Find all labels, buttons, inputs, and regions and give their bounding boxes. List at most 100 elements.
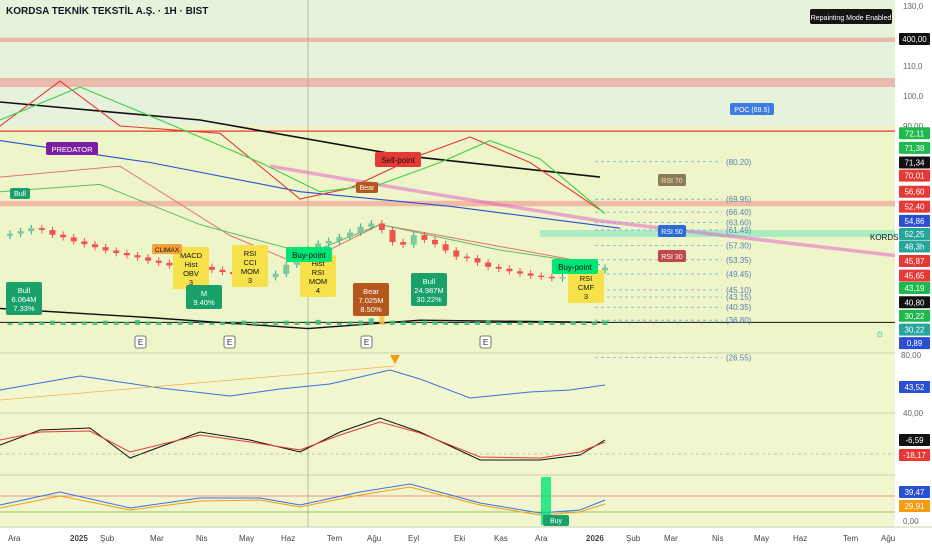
price-badge: 71,38 (899, 141, 930, 154)
volume-bar (485, 320, 491, 325)
replay-icon[interactable]: ☼ (875, 328, 885, 340)
repaint-badge-label: Repainting Mode Enabled (811, 15, 892, 22)
candle (463, 256, 470, 259)
price-badge: 54,86 (899, 214, 930, 227)
candle (134, 255, 141, 258)
candle (538, 275, 545, 278)
overlay-tag-box (658, 225, 686, 237)
overlay-tag: RSI 50 (658, 225, 686, 237)
subpanel-badge-label: -6,59 (905, 436, 924, 445)
candle (325, 240, 332, 244)
price-badge-label: 56,60 (904, 188, 925, 197)
signal-label-text: RSI (312, 268, 325, 277)
signal-label-text: MACD (180, 251, 203, 260)
price-badge-box (899, 33, 930, 45)
candle (495, 266, 502, 269)
level-label: (49.45) (726, 270, 752, 279)
price-badge-label: 400,00 (902, 35, 927, 44)
volume-bar (81, 321, 87, 325)
earnings-label: E (227, 338, 232, 347)
subpanel-badge-box (899, 500, 930, 512)
price-badge-box (899, 185, 930, 198)
volume-bar (496, 322, 502, 325)
overlay-tag: RSI 30 (658, 250, 686, 262)
signal-label-text: MOM (309, 277, 327, 286)
candle (378, 223, 385, 231)
bear-text: Bear (360, 185, 375, 192)
subpanel-badge-box (899, 449, 930, 461)
buy-point-tag: Buy-point (552, 259, 598, 274)
candle (219, 269, 226, 272)
volume-bar (581, 322, 587, 325)
price-badge-label: 48,3h (904, 242, 924, 251)
ma-red (0, 165, 601, 266)
repaint-badge[interactable]: Repainting Mode Enabled (810, 9, 892, 24)
bear-tag: Bear (356, 182, 378, 193)
earnings-box (360, 335, 373, 349)
volume-bar (188, 321, 194, 325)
price-badge: 30,22 (899, 309, 930, 322)
volume-bar (71, 322, 77, 325)
volume-bar (549, 322, 555, 325)
candle (347, 232, 353, 237)
volume-bar (432, 321, 438, 325)
y-tick-label: 110,0 (903, 62, 923, 71)
price-badge: 48,3h (899, 240, 930, 253)
x-tick-label: Haz (793, 534, 807, 543)
panel-3-buy-bar (541, 477, 551, 525)
price-badge: 70,01 (899, 169, 930, 182)
candle (60, 234, 67, 238)
volume-bar (220, 322, 225, 325)
volume-bar (230, 321, 236, 325)
candle (421, 235, 428, 240)
trend-band (269, 164, 895, 258)
x-tick-label: Ara (535, 534, 548, 543)
x-tick-label: Nis (196, 534, 208, 543)
price-badge-label: 45,87 (904, 257, 925, 266)
overlay-tag-label: RSI 70 (661, 178, 683, 185)
signal-label-text: MOM (241, 267, 259, 276)
candle (548, 276, 555, 279)
candle (506, 268, 513, 272)
volume-bar (347, 321, 353, 325)
signal-label-box (353, 283, 389, 316)
x-tick-label: Haz (281, 534, 295, 543)
overlay-tag-box (730, 103, 774, 115)
signal-label-text: 6.064M (11, 295, 36, 304)
panel-3-zero-label: 0,00 (903, 517, 919, 526)
price-badge-label: 71,34 (904, 159, 925, 168)
volume-bar (166, 322, 172, 325)
bull-text: Bull (14, 191, 26, 198)
overlay-tag-label: POC (69.5) (734, 107, 769, 114)
price-badge-label: 40,80 (904, 298, 925, 307)
volume-bar (305, 321, 310, 325)
candle (17, 231, 24, 234)
price-badge-box (899, 296, 930, 309)
candle (474, 258, 481, 263)
volume-bar (570, 321, 576, 325)
climax-tag: CLIMAX (152, 244, 182, 254)
price-badge: 56,60 (899, 185, 930, 198)
panel-1-trend (0, 365, 396, 401)
volume-bar (39, 321, 45, 325)
panel-3-buy-tag: Buy (543, 515, 569, 526)
sell-point-box (375, 152, 421, 167)
signal-label-text: 9.40% (193, 298, 215, 307)
candle (145, 257, 152, 261)
price-badge: 72,11 (899, 127, 930, 140)
volume-bar (538, 320, 544, 325)
volume-bar (177, 322, 183, 325)
volume-bar (103, 320, 109, 325)
rsi-overlay-green (0, 86, 606, 215)
price-badge-box (899, 141, 930, 154)
price-badge-box (899, 240, 930, 253)
signal-label-box (568, 270, 604, 303)
volume-bar (464, 322, 470, 325)
y-tick-label: 90,00 (903, 122, 924, 131)
y-tick-label: 40,00 (903, 409, 924, 418)
signal-label-text: 3 (584, 292, 588, 301)
price-badge-label: 30,22 (904, 326, 925, 335)
